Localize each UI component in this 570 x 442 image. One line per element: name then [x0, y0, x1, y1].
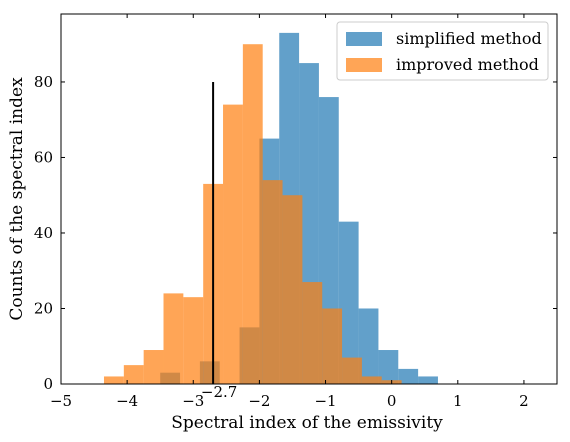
legend: simplified method improved method — [336, 21, 549, 81]
y-axis-title: Counts of the spectral index — [7, 77, 27, 321]
y-tick-label: 80 — [34, 73, 53, 91]
legend-swatch-improved — [346, 58, 382, 72]
bar-improved-2 — [143, 350, 164, 384]
bar-simplified-11 — [418, 376, 438, 384]
bars-layer — [103, 32, 438, 385]
y-tick-label: 60 — [34, 148, 53, 166]
x-tick-label: −5 — [50, 392, 72, 410]
bar-simplified-10 — [398, 368, 419, 384]
legend-label-improved: improved method — [396, 55, 539, 74]
x-tick-label: 1 — [453, 392, 463, 410]
bar-improved-12 — [342, 357, 362, 384]
x-axis-title: Spectral index of the emissivity — [171, 413, 443, 433]
x-tick-label: −3 — [182, 392, 204, 410]
bar-improved-6 — [223, 104, 243, 384]
bar-improved-1 — [123, 365, 144, 384]
threshold-label: −2.7 — [201, 383, 237, 401]
x-tick-label: −4 — [116, 392, 138, 410]
annotation-layer: −2.7 — [201, 81, 237, 401]
bar-improved-7 — [242, 44, 263, 385]
bar-improved-9 — [282, 195, 303, 384]
legend-box — [336, 21, 549, 81]
bar-simplified-9 — [378, 350, 399, 384]
bar-simplified-7 — [338, 221, 359, 384]
bar-improved-10 — [302, 282, 323, 384]
legend-swatch-simplified — [346, 32, 382, 46]
legend-label-simplified: simplified method — [396, 29, 542, 48]
bar-improved-11 — [322, 308, 343, 384]
x-tick-label: −1 — [314, 392, 336, 410]
bar-improved-8 — [262, 180, 283, 384]
bar-simplified-8 — [358, 308, 379, 384]
bar-improved-4 — [183, 297, 204, 384]
bar-improved-3 — [163, 293, 184, 384]
bar-improved-0 — [103, 376, 124, 384]
x-tick-label: −2 — [248, 392, 270, 410]
y-tick-label: 0 — [43, 375, 53, 393]
x-tick-label: 2 — [519, 392, 529, 410]
y-tick-label: 40 — [34, 224, 53, 242]
x-tick-label: 0 — [387, 392, 397, 410]
y-tick-label: 20 — [34, 299, 53, 317]
bar-improved-13 — [361, 376, 382, 384]
plot-frame — [60, 13, 558, 385]
